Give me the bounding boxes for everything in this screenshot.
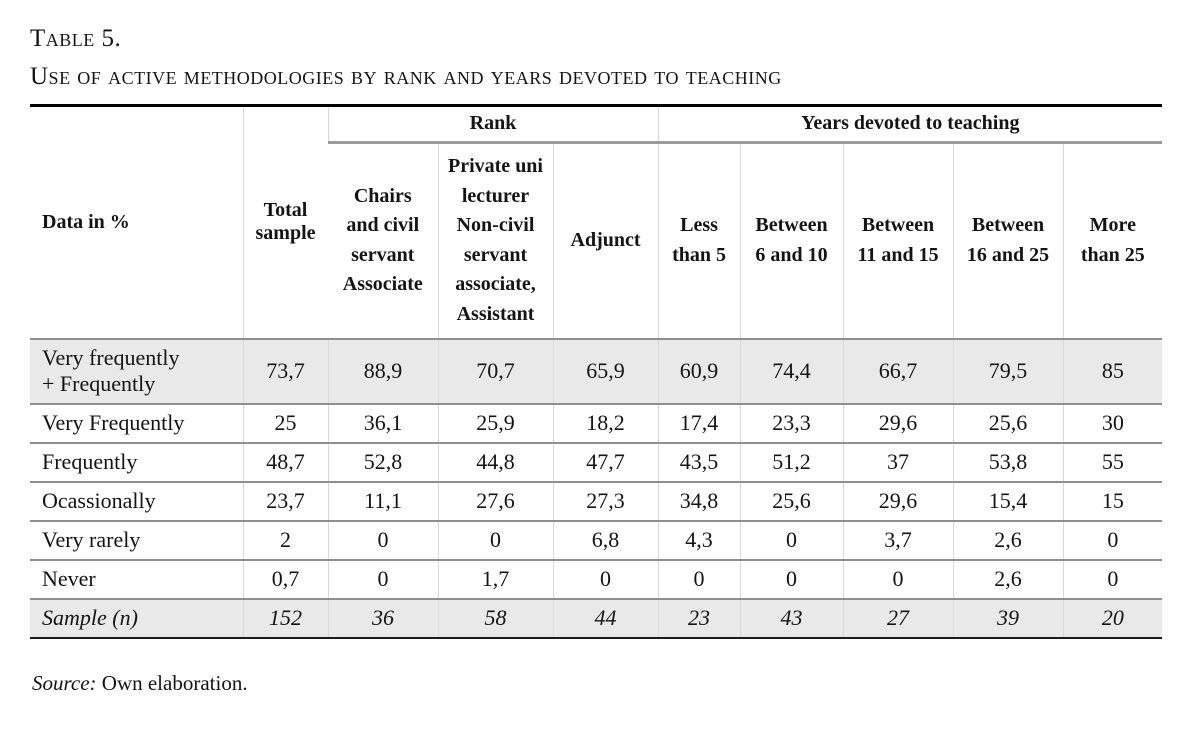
value-cell: 65,9 xyxy=(552,338,659,405)
value-cell: 27,6 xyxy=(437,481,553,522)
table-row: Sample (n) 152 36 58 44 23 43 27 39 20 xyxy=(30,598,1163,639)
table-row: Never 0,7 0 1,7 0 0 0 0 2,6 0 xyxy=(30,559,1163,600)
value-cell: 27,3 xyxy=(552,481,659,522)
col-header-data-in-percent: Data in % xyxy=(30,105,243,340)
value-cell: 0 xyxy=(327,559,438,600)
source-label: Source: xyxy=(32,670,97,695)
value-cell: 79,5 xyxy=(952,338,1064,405)
value-cell: 0,7 xyxy=(242,559,328,600)
value-cell: 0 xyxy=(327,520,438,561)
value-cell: 53,8 xyxy=(952,442,1064,483)
value-cell: 2,6 xyxy=(952,559,1064,600)
table-row: Ocassionally 23,7 11,1 27,6 27,3 34,8 25,6 29,6… xyxy=(30,481,1163,522)
value-cell: 44,8 xyxy=(437,442,553,483)
col-header-between-16-25: Between 16 and 25 xyxy=(952,142,1064,340)
col-header-total-sample: Total sample xyxy=(242,105,328,340)
value-cell: 36 xyxy=(327,598,438,639)
value-cell: 2,6 xyxy=(952,520,1064,561)
value-cell: 51,2 xyxy=(739,442,844,483)
value-cell: 29,6 xyxy=(842,403,954,444)
row-label: Very frequently + Frequently xyxy=(30,338,243,405)
value-cell: 1,7 xyxy=(437,559,553,600)
table-number: Table 5. xyxy=(30,25,122,52)
row-label: Ocassionally xyxy=(30,481,243,522)
table-row: Very frequently + Frequently 73,7 88,9 70,7… xyxy=(30,338,1163,405)
value-cell: 6,8 xyxy=(552,520,659,561)
value-cell: 47,7 xyxy=(552,442,659,483)
col-header-between-11-15: Between 11 and 15 xyxy=(842,142,954,340)
value-cell: 0 xyxy=(1062,559,1163,600)
source-text: Own elaboration. xyxy=(101,670,248,695)
value-cell: 0 xyxy=(739,559,844,600)
value-cell: 27 xyxy=(842,598,954,639)
value-cell: 52,8 xyxy=(327,442,438,483)
table-row: Very rarely 2 0 0 6,8 4,3 0 3,7 2,6 0 xyxy=(30,520,1163,561)
value-cell: 25,6 xyxy=(952,403,1064,444)
value-cell: 0 xyxy=(552,559,659,600)
group-header-rank: Rank xyxy=(327,105,659,144)
value-cell: 34,8 xyxy=(657,481,741,522)
value-cell: 43,5 xyxy=(657,442,741,483)
value-cell: 15,4 xyxy=(952,481,1064,522)
value-cell: 60,9 xyxy=(657,338,741,405)
value-cell: 18,2 xyxy=(552,403,659,444)
value-cell: 20 xyxy=(1062,598,1163,639)
value-cell: 85 xyxy=(1062,338,1163,405)
value-cell: 15 xyxy=(1062,481,1163,522)
column-header-row: Chairs and civil servant Associate Priva… xyxy=(30,142,1163,340)
value-cell: 70,7 xyxy=(437,338,553,405)
value-cell: 25,6 xyxy=(739,481,844,522)
value-cell: 39 xyxy=(952,598,1064,639)
value-cell: 66,7 xyxy=(842,338,954,405)
value-cell: 55 xyxy=(1062,442,1163,483)
value-cell: 23 xyxy=(657,598,741,639)
value-cell: 88,9 xyxy=(327,338,438,405)
value-cell: 0 xyxy=(657,559,741,600)
col-header-less-than-5: Less than 5 xyxy=(657,142,741,340)
row-label: Very Frequently xyxy=(30,403,243,444)
value-cell: 25 xyxy=(242,403,328,444)
value-cell: 30 xyxy=(1062,403,1163,444)
value-cell: 73,7 xyxy=(242,338,328,405)
value-cell: 0 xyxy=(1062,520,1163,561)
value-cell: 0 xyxy=(739,520,844,561)
value-cell: 3,7 xyxy=(842,520,954,561)
table-row: Very Frequently 25 36,1 25,9 18,2 17,4 23,3 29,… xyxy=(30,403,1163,444)
col-header-adjunct: Adjunct xyxy=(552,142,659,340)
value-cell: 23,3 xyxy=(739,403,844,444)
value-cell: 0 xyxy=(842,559,954,600)
row-label: Very rarely xyxy=(30,520,243,561)
value-cell: 152 xyxy=(242,598,328,639)
row-label: Sample (n) xyxy=(30,598,243,639)
table-row: Frequently 48,7 52,8 44,8 47,7 43,5 51,2 37 53,8… xyxy=(30,442,1163,483)
col-header-more-than-25: More than 25 xyxy=(1062,142,1163,340)
value-cell: 37 xyxy=(842,442,954,483)
value-cell: 44 xyxy=(552,598,659,639)
value-cell: 0 xyxy=(437,520,553,561)
results-table: Data in % Total sample Rank Years devote… xyxy=(30,104,1163,639)
value-cell: 17,4 xyxy=(657,403,741,444)
source-note: Source: Own elaboration. xyxy=(32,671,1164,696)
value-cell: 25,9 xyxy=(437,403,553,444)
value-cell: 36,1 xyxy=(327,403,438,444)
value-cell: 23,7 xyxy=(242,481,328,522)
value-cell: 29,6 xyxy=(842,481,954,522)
value-cell: 4,3 xyxy=(657,520,741,561)
col-header-private-uni-lecturer: Private uni lecturer Non-civil servant a… xyxy=(437,142,553,340)
table-title: Use of active methodologies by rank and … xyxy=(30,63,782,90)
value-cell: 74,4 xyxy=(739,338,844,405)
col-header-chairs-civil-servant: Chairs and civil servant Associate xyxy=(328,142,438,340)
col-header-between-6-10: Between 6 and 10 xyxy=(739,142,844,340)
value-cell: 58 xyxy=(437,598,553,639)
value-cell: 2 xyxy=(242,520,328,561)
value-cell: 11,1 xyxy=(327,481,438,522)
group-header-row: Data in % Total sample Rank Years devote… xyxy=(30,105,1163,340)
row-label: Never xyxy=(30,559,243,600)
group-header-years-teaching: Years devoted to teaching xyxy=(657,105,1163,144)
value-cell: 48,7 xyxy=(242,442,328,483)
value-cell: 43 xyxy=(739,598,844,639)
row-label: Frequently xyxy=(30,442,243,483)
